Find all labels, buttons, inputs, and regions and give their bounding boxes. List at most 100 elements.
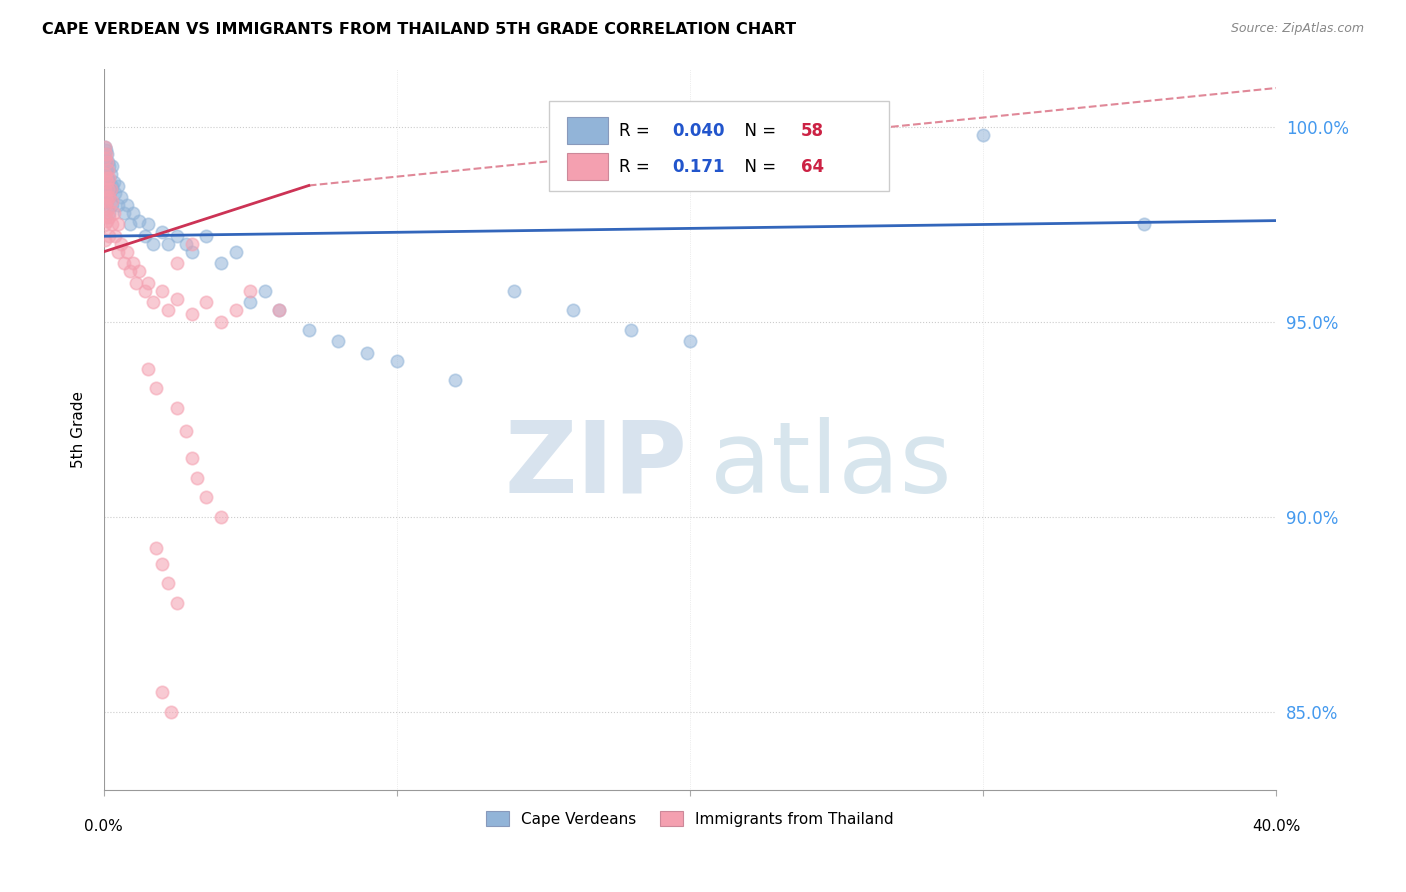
Point [150, 557, 173, 571]
Point [122, 206, 145, 220]
Point [97, 186, 120, 201]
Point [94, 233, 117, 247]
Text: 0.0%: 0.0% [84, 819, 122, 834]
Point [94, 151, 117, 165]
Point [94, 170, 117, 185]
Point [97, 162, 120, 177]
Point [97, 182, 120, 196]
Text: R =: R = [620, 122, 655, 140]
Point [100, 167, 122, 181]
Point [94, 147, 117, 161]
Text: R =: R = [620, 159, 666, 177]
Point [972, 128, 994, 142]
Point [94, 210, 117, 224]
Point [225, 244, 247, 259]
Point [96, 162, 118, 177]
Point [145, 541, 167, 556]
Point [94, 178, 117, 193]
Point [128, 264, 150, 278]
Point [195, 295, 218, 310]
Text: Source: ZipAtlas.com: Source: ZipAtlas.com [1230, 22, 1364, 36]
Point [125, 276, 148, 290]
Point [94, 175, 117, 189]
Text: ZIP: ZIP [505, 417, 688, 514]
Point [444, 374, 467, 388]
Point [195, 491, 218, 505]
Point [97, 202, 120, 216]
Point [679, 334, 702, 349]
Point [115, 244, 138, 259]
Point [166, 596, 188, 610]
Point [98, 159, 121, 173]
Bar [567, 117, 607, 145]
Point [298, 323, 321, 337]
Y-axis label: 5th Grade: 5th Grade [72, 391, 86, 467]
Point [209, 315, 232, 329]
Point [134, 229, 156, 244]
Text: 0.040: 0.040 [672, 122, 724, 140]
Point [103, 206, 125, 220]
Point [136, 361, 159, 376]
Point [136, 276, 159, 290]
Point [150, 225, 173, 239]
Point [94, 182, 117, 196]
Point [269, 303, 291, 318]
Point [174, 237, 197, 252]
Point [103, 175, 125, 189]
Point [157, 576, 180, 591]
Point [160, 705, 183, 719]
Point [94, 139, 117, 153]
Point [107, 218, 129, 232]
Point [94, 167, 117, 181]
Point [98, 190, 121, 204]
Point [98, 170, 121, 185]
Point [94, 139, 117, 153]
Text: atlas: atlas [710, 417, 952, 514]
Point [94, 159, 117, 173]
Point [96, 213, 118, 227]
Point [101, 178, 124, 193]
Point [128, 213, 150, 227]
Point [166, 292, 188, 306]
Point [110, 190, 132, 204]
Point [98, 175, 121, 189]
Legend: Cape Verdeans, Immigrants from Thailand: Cape Verdeans, Immigrants from Thailand [481, 805, 900, 833]
Point [96, 178, 118, 193]
Point [118, 218, 141, 232]
Text: N =: N = [734, 122, 782, 140]
Point [209, 256, 232, 270]
Point [94, 190, 117, 204]
Point [94, 144, 117, 158]
Point [97, 155, 120, 169]
Point [110, 237, 132, 252]
Point [326, 334, 349, 349]
Point [112, 256, 135, 270]
FancyBboxPatch shape [550, 101, 889, 191]
Point [107, 178, 129, 193]
Point [101, 159, 124, 173]
Point [122, 256, 145, 270]
Point [96, 175, 118, 189]
Point [142, 295, 165, 310]
Point [239, 295, 262, 310]
Point [180, 237, 202, 252]
Point [385, 354, 408, 368]
Point [98, 210, 121, 224]
Point [142, 237, 165, 252]
Point [112, 206, 135, 220]
Point [150, 685, 173, 699]
Point [620, 323, 643, 337]
Point [1133, 218, 1156, 232]
Point [100, 182, 122, 196]
Text: N =: N = [734, 159, 782, 177]
Point [503, 284, 526, 298]
Point [356, 346, 378, 360]
Point [239, 284, 262, 298]
Point [209, 510, 232, 524]
Point [96, 194, 118, 208]
Point [94, 218, 117, 232]
Point [104, 229, 127, 244]
Point [94, 198, 117, 212]
Point [98, 190, 121, 204]
Point [166, 256, 188, 270]
